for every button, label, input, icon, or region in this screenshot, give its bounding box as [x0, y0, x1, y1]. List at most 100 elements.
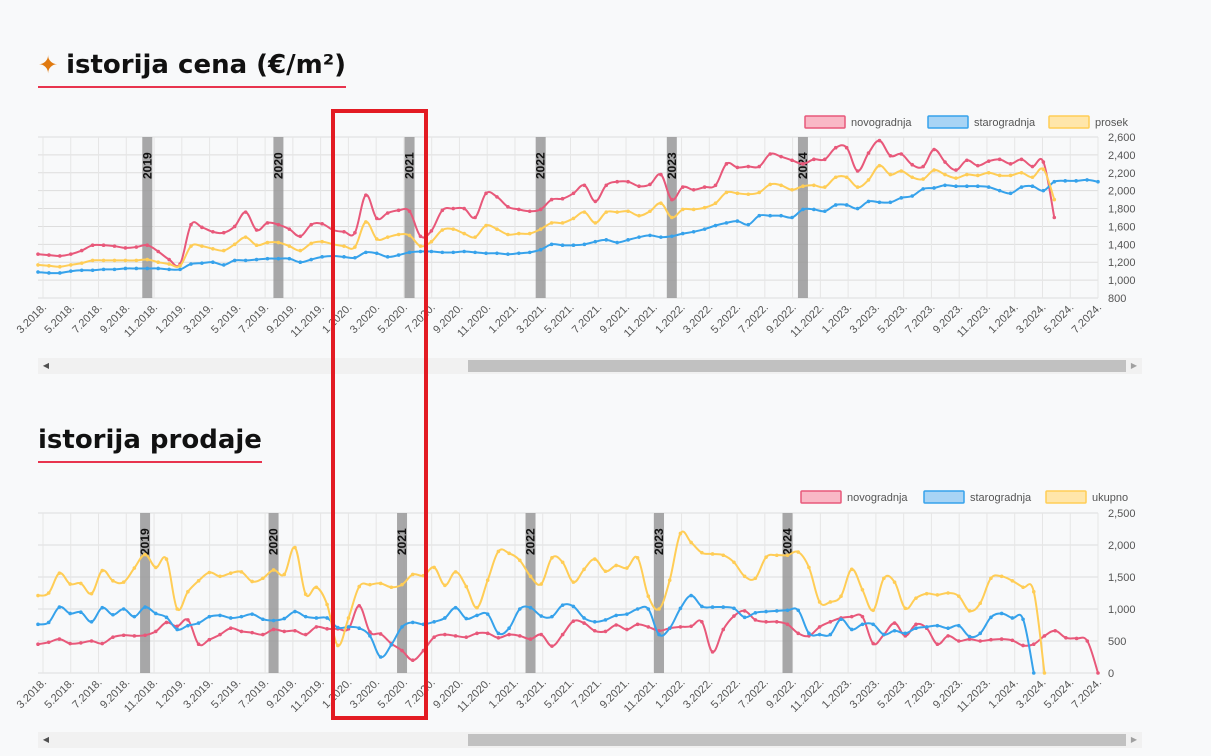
scroll-thumb[interactable]	[468, 734, 1126, 746]
data-point	[796, 608, 801, 613]
x-tick-label: 7.2019.	[237, 302, 271, 336]
data-point	[604, 238, 609, 242]
data-point	[801, 162, 805, 166]
data-point	[753, 576, 758, 581]
data-point	[153, 611, 158, 616]
data-point	[276, 222, 281, 227]
data-point	[507, 632, 511, 637]
data-point	[899, 169, 904, 173]
data-point	[954, 168, 958, 172]
data-point	[211, 247, 215, 251]
scroll-right-icon[interactable]: ▶	[1130, 361, 1138, 370]
scroll-left-icon[interactable]: ◀	[42, 735, 50, 744]
y-tick-label: 1,500	[1108, 572, 1136, 584]
year-marker-label: 2019	[138, 528, 152, 555]
y-tick-label: 1,800	[1108, 204, 1136, 216]
data-point	[189, 244, 193, 248]
data-point	[592, 628, 597, 633]
x-tick-label: 3.2023.	[848, 677, 882, 711]
data-point	[691, 207, 696, 212]
data-point	[989, 615, 993, 620]
data-point	[866, 151, 871, 155]
price-chart-scrollbar[interactable]: ◀ ▶	[38, 358, 1142, 374]
data-point	[79, 248, 84, 253]
x-tick-label: 5.2022.	[709, 677, 743, 711]
data-point	[903, 606, 908, 611]
data-point	[1021, 643, 1025, 648]
data-point	[346, 616, 351, 620]
scroll-left-icon[interactable]: ◀	[42, 361, 50, 370]
x-tick-label: 5.2021.	[542, 302, 576, 336]
year-marker-label: 2020	[271, 152, 285, 179]
data-point	[167, 257, 171, 262]
data-point	[58, 264, 62, 269]
data-point	[407, 209, 412, 214]
data-point	[742, 574, 747, 579]
y-tick-label: 1,200	[1108, 257, 1136, 269]
data-point	[464, 616, 469, 621]
data-point	[79, 641, 83, 645]
data-point	[560, 560, 565, 565]
data-point	[724, 221, 729, 225]
data-point	[615, 179, 619, 184]
series-starogradnja	[36, 178, 1100, 275]
data-point	[817, 632, 822, 637]
x-tick-label: 7.2018.	[70, 302, 104, 336]
series-ukupno	[36, 530, 1047, 675]
sales-chart-scrollbar[interactable]: ◀ ▶	[38, 732, 1142, 748]
data-point	[670, 234, 674, 239]
data-point	[823, 209, 827, 214]
data-point	[539, 582, 544, 586]
data-point	[1008, 173, 1013, 178]
y-axis: 800 1,000 1,200 1,400 1,600 1,800 2,000 2,200 2,…	[1108, 132, 1136, 305]
data-point	[68, 252, 73, 256]
legend-swatch	[1048, 115, 1090, 129]
data-point	[986, 170, 991, 175]
data-point	[261, 576, 265, 581]
data-point	[228, 626, 233, 630]
data-point	[342, 230, 346, 234]
data-point	[464, 635, 469, 639]
data-point	[689, 624, 693, 629]
data-point	[261, 632, 265, 637]
data-point	[518, 607, 522, 611]
data-point	[582, 567, 586, 572]
scroll-thumb[interactable]	[468, 360, 1126, 372]
data-point	[218, 574, 222, 579]
data-point	[659, 172, 663, 177]
data-point	[79, 261, 84, 265]
data-point	[271, 627, 276, 632]
data-point	[657, 632, 661, 637]
data-point	[582, 242, 587, 247]
data-point	[121, 633, 126, 638]
data-point	[560, 243, 565, 248]
data-point	[823, 185, 827, 189]
data-point	[325, 616, 329, 620]
data-point	[1052, 179, 1057, 184]
x-tick-label: 3.2024.	[1014, 677, 1048, 711]
data-point	[36, 252, 40, 256]
data-point	[892, 628, 897, 633]
data-point	[396, 232, 401, 237]
chart-legend: novogradnja starogradnja prosek	[804, 115, 1129, 129]
data-point	[615, 210, 619, 214]
data-point	[320, 239, 324, 244]
data-point	[710, 650, 715, 654]
data-point	[1074, 179, 1078, 183]
data-point	[646, 625, 651, 629]
data-point	[134, 266, 139, 271]
data-point	[954, 184, 958, 188]
data-point	[1008, 162, 1013, 166]
data-point	[374, 216, 379, 221]
y-tick-label: 1,000	[1108, 275, 1136, 287]
data-point	[111, 612, 115, 617]
data-point	[432, 620, 436, 624]
data-point	[871, 622, 875, 627]
data-point	[374, 251, 379, 256]
data-point	[400, 648, 404, 653]
data-point	[637, 235, 641, 239]
data-point	[999, 637, 1004, 641]
data-point	[189, 262, 193, 266]
scroll-right-icon[interactable]: ▶	[1130, 735, 1138, 744]
data-point	[724, 190, 729, 195]
